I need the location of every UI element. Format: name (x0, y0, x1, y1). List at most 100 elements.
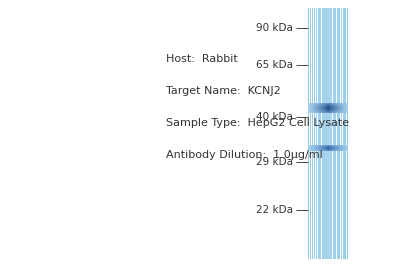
Bar (334, 105, 335, 106)
Bar (317, 110, 318, 111)
Bar (317, 112, 318, 113)
Bar (339, 112, 340, 113)
Bar (326, 110, 327, 111)
Bar (329, 107, 330, 108)
Bar (333, 109, 334, 110)
Bar (324, 104, 325, 105)
Bar (333, 146, 334, 147)
Bar (328, 106, 329, 107)
Bar (342, 105, 343, 106)
Bar (345, 110, 346, 111)
Bar (324, 103, 325, 104)
Bar (319, 150, 320, 151)
Bar (339, 109, 340, 110)
Bar (312, 145, 313, 146)
Bar (330, 112, 331, 113)
Bar (331, 8, 332, 259)
Bar (321, 104, 322, 105)
Bar (346, 112, 347, 113)
Bar (311, 111, 312, 112)
Bar (340, 146, 341, 147)
Bar (347, 106, 348, 107)
Bar (344, 106, 345, 107)
Bar (347, 109, 348, 110)
Bar (335, 109, 336, 110)
Bar (343, 108, 344, 109)
Bar (315, 148, 316, 149)
Bar (312, 147, 313, 148)
Bar (331, 106, 332, 107)
Bar (336, 110, 337, 111)
Bar (315, 106, 316, 107)
Bar (317, 148, 318, 149)
Bar (330, 104, 331, 105)
Bar (343, 110, 344, 111)
Bar (325, 112, 326, 113)
Bar (312, 111, 313, 112)
Bar (323, 8, 324, 259)
Bar (336, 150, 337, 151)
Bar (332, 147, 333, 148)
Bar (314, 108, 315, 109)
Bar (341, 103, 342, 104)
Bar (344, 146, 345, 147)
Bar (330, 105, 331, 106)
Bar (343, 147, 344, 148)
Bar (330, 149, 331, 150)
Bar (344, 105, 345, 106)
Bar (332, 150, 333, 151)
Bar (310, 149, 311, 150)
Bar (327, 149, 328, 150)
Bar (325, 106, 326, 107)
Bar (336, 106, 337, 107)
Bar (317, 149, 318, 150)
Bar (318, 107, 319, 108)
Bar (319, 111, 320, 112)
Bar (308, 105, 309, 106)
Bar (314, 149, 315, 150)
Bar (319, 107, 320, 108)
Bar (336, 104, 337, 105)
Bar (326, 149, 327, 150)
Bar (346, 107, 347, 108)
Bar (329, 103, 330, 104)
Bar (318, 112, 319, 113)
Bar (337, 107, 338, 108)
Bar (340, 112, 341, 113)
Bar (344, 8, 345, 259)
Bar (309, 111, 310, 112)
Bar (338, 110, 339, 111)
Bar (314, 112, 315, 113)
Bar (315, 146, 316, 147)
Bar (338, 105, 339, 106)
Bar (315, 110, 316, 111)
Bar (328, 108, 329, 109)
Bar (318, 147, 319, 148)
Bar (344, 149, 345, 150)
Bar (320, 107, 321, 108)
Bar (339, 8, 340, 259)
Bar (338, 147, 339, 148)
Bar (322, 148, 323, 149)
Bar (340, 103, 341, 104)
Bar (335, 106, 336, 107)
Bar (312, 107, 313, 108)
Bar (319, 104, 320, 105)
Bar (346, 110, 347, 111)
Bar (338, 111, 339, 112)
Bar (330, 105, 331, 106)
Bar (329, 145, 330, 146)
Bar (316, 8, 317, 259)
Bar (332, 146, 333, 147)
Bar (311, 106, 312, 107)
Bar (313, 148, 314, 149)
Bar (309, 112, 310, 113)
Bar (318, 103, 319, 104)
Bar (316, 111, 317, 112)
Bar (327, 106, 328, 107)
Bar (323, 109, 324, 110)
Bar (339, 145, 340, 146)
Bar (326, 104, 327, 105)
Bar (335, 105, 336, 106)
Bar (322, 145, 323, 146)
